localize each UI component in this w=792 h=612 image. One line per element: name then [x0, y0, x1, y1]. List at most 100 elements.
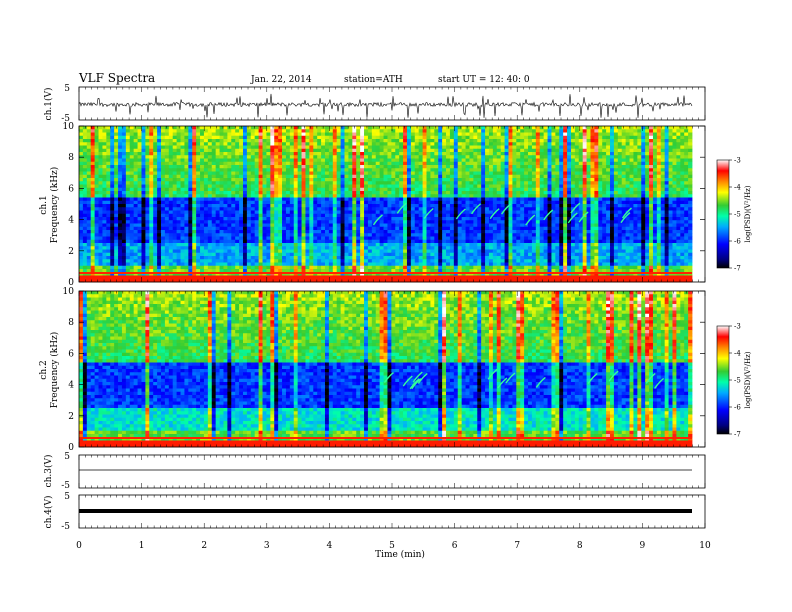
- spectrogram-cell: [664, 178, 669, 182]
- spectrogram-cell: [106, 204, 111, 208]
- spectrogram-cell: [688, 191, 693, 195]
- spectrogram-cell: [172, 126, 178, 130]
- spectrogram-cell: [192, 129, 197, 133]
- spectrogram-cell: [262, 161, 267, 166]
- spectrogram-cell: [535, 165, 541, 169]
- spectrogram-cell: [274, 145, 279, 150]
- spectrogram-cell: [391, 181, 396, 185]
- spectrogram-cell: [121, 132, 127, 137]
- spectrogram-cell: [219, 207, 224, 211]
- spectrogram-cell: [684, 161, 689, 166]
- spectrogram-cell: [434, 168, 439, 172]
- spectrogram-cell: [422, 145, 427, 150]
- spectrogram-cell: [465, 148, 470, 153]
- spectrogram-cell: [520, 135, 525, 140]
- spectrogram-cell: [90, 210, 96, 215]
- spectrogram-cell: [406, 200, 412, 205]
- spectrogram-cell: [418, 178, 423, 182]
- spectrogram-cell: [90, 174, 96, 179]
- spectrogram-cell: [656, 178, 662, 182]
- spectrogram-cell: [379, 148, 384, 153]
- spectrogram-cell: [160, 187, 166, 192]
- spectrogram-cell: [664, 181, 669, 185]
- spectrogram-cell: [680, 142, 685, 146]
- spectrogram-cell: [192, 139, 197, 143]
- spectrogram-cell: [192, 191, 197, 195]
- spectrogram-cell: [196, 207, 201, 211]
- spectrogram-cell: [469, 129, 474, 133]
- spectrogram-cell: [274, 165, 279, 169]
- spectrogram-cell: [457, 145, 463, 150]
- spectrogram-cell: [106, 148, 111, 153]
- spectrogram-cell: [625, 184, 630, 189]
- spectrogram-cell: [340, 207, 345, 211]
- spectrogram-cell: [625, 191, 630, 195]
- spectrogram-cell: [348, 126, 353, 130]
- spectrogram-cell: [481, 152, 486, 156]
- spectrogram-cell: [457, 197, 463, 202]
- spectrogram-cell: [457, 158, 463, 163]
- spectrogram-cell: [504, 165, 509, 169]
- spectrogram-cell: [629, 126, 634, 130]
- spectrogram-cell: [488, 181, 494, 185]
- spectrogram-cell: [684, 155, 689, 159]
- spectrogram-cell: [660, 213, 666, 218]
- spectrogram-cell: [184, 223, 189, 228]
- spectrogram-cell: [98, 204, 103, 208]
- spectrogram-cell: [438, 158, 443, 163]
- spectrogram-cell: [360, 165, 365, 169]
- spectrogram-cell: [86, 213, 92, 218]
- spectrogram-cell: [215, 220, 220, 224]
- spectrogram-cell: [313, 197, 318, 202]
- spectrogram-cell: [434, 142, 439, 146]
- spectrogram-cell: [352, 181, 357, 185]
- spectrogram-cell: [406, 168, 412, 172]
- spectrogram-cell: [79, 194, 84, 198]
- spectrogram-cell: [203, 217, 209, 221]
- spectrogram-cell: [250, 158, 256, 163]
- spectrogram-cell: [371, 191, 377, 195]
- spectrogram-cell: [430, 184, 435, 189]
- spectrogram-cell: [180, 129, 185, 133]
- spectrogram-cell: [317, 226, 322, 231]
- spectrogram-cell: [313, 217, 318, 221]
- spectrogram-cell: [211, 217, 217, 221]
- spectrogram-cell: [461, 152, 466, 156]
- spectrogram-cell: [610, 174, 615, 179]
- spectrogram-cell: [410, 126, 416, 130]
- spectrogram-cell: [90, 200, 96, 205]
- spectrogram-cell: [160, 142, 166, 146]
- spectrogram-cell: [274, 200, 279, 205]
- spectrogram-cell: [528, 178, 533, 182]
- spectrogram-cell: [250, 132, 256, 137]
- spectrogram-cell: [637, 191, 642, 195]
- spectrogram-cell: [387, 168, 392, 172]
- spectrogram-cell: [192, 158, 197, 163]
- spectrogram-cell: [141, 184, 146, 189]
- spectrogram-cell: [254, 197, 259, 202]
- spectrogram-cell: [633, 126, 638, 130]
- spectrogram-cell: [547, 139, 552, 143]
- spectrogram-cell: [270, 129, 275, 133]
- spectrogram-cell: [578, 148, 584, 153]
- spectrogram-cell: [637, 178, 642, 182]
- spectrogram-cell: [598, 174, 603, 179]
- spectrogram-cell: [231, 204, 236, 208]
- spectrogram-cell: [563, 132, 568, 137]
- spectrogram-cell: [242, 126, 248, 130]
- spectrogram-cell: [375, 213, 381, 218]
- spectrogram-cell: [278, 135, 283, 140]
- spectrogram-cell: [149, 135, 154, 140]
- spectrogram-cell: [465, 145, 470, 150]
- spectrogram-cell: [336, 165, 341, 169]
- spectrogram-cell: [172, 200, 178, 205]
- spectrogram-cell: [422, 184, 427, 189]
- spectrogram-cell: [559, 200, 564, 205]
- spectrogram-cell: [227, 204, 232, 208]
- spectrogram-cell: [180, 165, 185, 169]
- spectrogram-cell: [336, 213, 341, 218]
- spectrogram-cell: [492, 132, 498, 137]
- spectrogram-cell: [387, 126, 392, 130]
- spectrogram-cell: [664, 184, 669, 189]
- spectrogram-cell: [180, 194, 185, 198]
